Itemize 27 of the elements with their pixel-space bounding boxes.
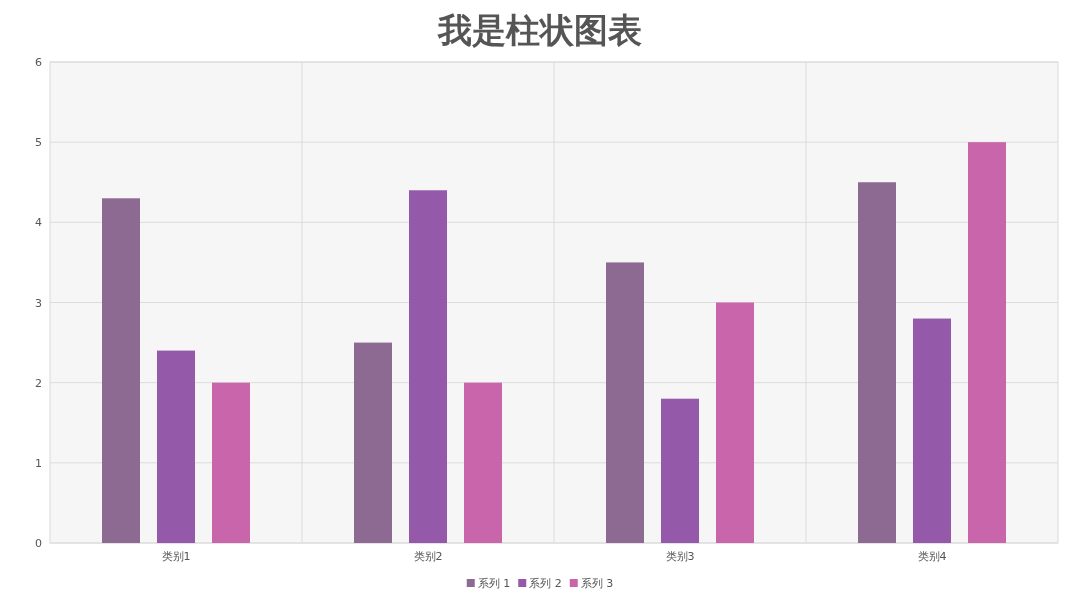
legend-label: 系列 2 bbox=[529, 577, 562, 590]
bar bbox=[464, 382, 502, 543]
bar bbox=[606, 262, 644, 543]
bar bbox=[102, 198, 140, 543]
chart-title: 我是柱状图表 bbox=[437, 10, 642, 50]
bar bbox=[661, 398, 699, 543]
bar bbox=[212, 382, 250, 543]
legend-label: 系列 1 bbox=[477, 577, 511, 590]
y-tick-label: 3 bbox=[35, 296, 42, 310]
y-tick-label: 1 bbox=[35, 456, 42, 470]
x-tick-label: 类别1 bbox=[161, 550, 191, 563]
y-tick-label: 4 bbox=[35, 216, 42, 230]
bar bbox=[354, 342, 392, 543]
y-tick-label: 6 bbox=[35, 56, 42, 69]
y-tick-label: 5 bbox=[35, 136, 42, 150]
y-tick-label: 0 bbox=[35, 537, 42, 550]
y-tick-label: 2 bbox=[35, 376, 42, 390]
legend-label: 系列 3 bbox=[580, 577, 614, 590]
bar bbox=[157, 350, 195, 543]
x-tick-label: 类别3 bbox=[665, 550, 695, 563]
bar bbox=[409, 190, 447, 543]
x-tick-label: 类别4 bbox=[917, 550, 947, 563]
x-tick-label: 类别2 bbox=[413, 550, 443, 563]
bar bbox=[968, 142, 1006, 543]
bar bbox=[858, 182, 896, 543]
bar bbox=[716, 302, 754, 543]
bar bbox=[913, 318, 951, 543]
